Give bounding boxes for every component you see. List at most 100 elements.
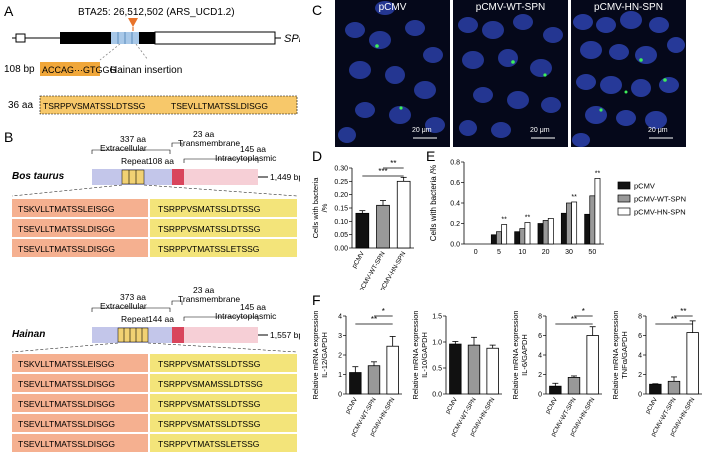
y-tick-label: 0.15: [334, 206, 348, 213]
hn-row-3-b: TSRPPVSMATSSLDTSSG: [158, 399, 260, 409]
bar: [349, 372, 362, 395]
y-tick-label: 0.20: [334, 192, 348, 199]
bos-row-1-a: TSKVLLTMATSSLEISGG: [18, 204, 115, 214]
peptide-1: TSRPPVSMATSSLDTSSG: [43, 101, 145, 111]
insert-sequence: ACCAG···GTGGG: [42, 65, 117, 75]
intra-aa: 145 aa: [240, 144, 266, 154]
panel-label-e: E: [426, 148, 436, 164]
intra-label: Intracytoplasmic: [215, 153, 277, 163]
bar: [449, 343, 462, 395]
intra-aa: 145 aa: [240, 302, 266, 312]
hn-row-4-b: TSRPPVSMATSSLDTSSG: [158, 419, 260, 429]
y-tick-label: 0.0: [432, 392, 442, 399]
y-tick-label: 4: [538, 353, 542, 360]
bar: [586, 335, 599, 395]
micrograph-wt: [453, 0, 568, 147]
exon-1: [15, 33, 26, 43]
peptide-2: TSEVLLTMATSSLDISGG: [171, 101, 268, 111]
y-tick-label: 1.0: [432, 340, 442, 347]
scale-bar-2: 20 μm: [530, 127, 550, 134]
sig-label: **: [595, 170, 601, 177]
y-tick-label: 1: [338, 372, 342, 379]
bar: [376, 204, 390, 249]
y-tick-label: 0.5: [432, 366, 442, 373]
y-tick-label: 0.6: [450, 180, 460, 187]
hn-row-2-b: TSRPPVSMAMSSLDTSSG: [158, 379, 263, 389]
y-tick-label: 0.25: [334, 179, 348, 186]
micrograph-title-1: pCMV: [378, 2, 407, 13]
chart-f4: Relative mRNA expression TNFα/GAPDH 0 2 4 6 8 p…: [611, 307, 702, 438]
sig-label: **: [571, 315, 577, 324]
y-axis-label: Relative mRNA expression: [411, 310, 420, 399]
seq-length: 1,557 bp: [270, 330, 300, 340]
micrograph-title-3: pCMV-HN-SPN: [594, 2, 663, 13]
bar: [486, 347, 499, 395]
sig-label: **: [525, 214, 531, 221]
bar: [542, 220, 549, 245]
bar: [490, 234, 497, 245]
y-axis-label: TNFα/GAPDH: [620, 331, 629, 379]
y-axis-label: Cells with bacteria /%: [429, 165, 438, 241]
hn-row-3-a: TSEVLLTMATSSLDISGG: [18, 399, 115, 409]
species-name: Bos taurus: [12, 171, 65, 182]
bos-repeat-table: TSKVLLTMATSSLEISGG TSRPPVSMATSSLDTSSG TS…: [12, 199, 297, 257]
y-tick-label: 0: [338, 392, 342, 399]
y-axis-label: Relative mRNA expression: [611, 310, 620, 399]
y-axis-label: Relative mRNA expression: [311, 310, 320, 399]
y-axis-label: Relative mRNA expression: [511, 310, 520, 399]
panel-label-d: D: [312, 148, 323, 164]
y-tick-label: 2: [638, 372, 642, 379]
panel-label-a: A: [4, 3, 14, 19]
locus-label: BTA25: 26,512,502 (ARS_UCD1.2): [78, 7, 235, 18]
x-tick-label: 50: [588, 249, 596, 256]
insert-label: Hainan insertion: [110, 65, 182, 76]
chart-f1: Relative mRNA expression IL-12/GAPDH 0 1 2 3 4…: [311, 307, 402, 438]
bar: [524, 222, 531, 245]
y-tick-label: 0.2: [450, 221, 460, 228]
bos-schematic: 337 aa Extracellular 23 aa Transmembrane…: [11, 129, 300, 197]
hn-row-1-b: TSRPPVSMATSSLDTSSG: [158, 359, 260, 369]
y-tick-label: 4: [638, 353, 642, 360]
y-tick-label: 8: [538, 314, 542, 321]
sig-label: **: [571, 194, 577, 201]
tm-aa: 23 aa: [193, 129, 215, 139]
hainan-schematic: 373 aa Extracellular 23 aa Transmembrane…: [11, 285, 300, 353]
hainan-repeat-table: TSKVLLTMATSSLEISGG TSRPPVSMATSSLDTSSG TS…: [12, 354, 297, 452]
bos-row-3-a: TSEVLLTMATSSLDISGG: [18, 244, 115, 254]
extracellular-aa: 373 aa: [120, 292, 146, 302]
y-tick-label: 4: [338, 314, 342, 321]
insert-bp: 108 bp: [4, 64, 35, 75]
y-axis-label: IL-6/GAPDH: [520, 334, 529, 376]
repeat-aa: 144 aa: [148, 314, 174, 324]
bar: [571, 201, 578, 245]
y-tick-label: 6: [538, 333, 542, 340]
bar: [566, 202, 572, 245]
hn-row-4-a: TSEVLLTMATSSLDISGG: [18, 419, 115, 429]
y-axis-label: IL-10/GAPDH: [420, 332, 429, 378]
hn-row-5-a: TSEVLLTMATSSLDISGG: [18, 439, 115, 449]
x-tick-label: 0: [474, 249, 478, 256]
micrograph-hn: [571, 0, 686, 147]
bar: [386, 345, 399, 395]
legend-label: pCMV: [634, 182, 655, 191]
repeat-label: Repeat: [121, 314, 149, 324]
extracellular-label: Extracellular: [100, 143, 147, 153]
panel-label-f: F: [312, 292, 321, 308]
legend-swatch: [617, 181, 631, 190]
bar: [567, 377, 581, 395]
sig-label: *: [582, 307, 585, 316]
tm-label: Transmembrane: [178, 138, 240, 148]
y-tick-label: 0.05: [334, 232, 348, 239]
y-axis-label: Cells with bacteria: [311, 177, 320, 239]
tm-label: Transmembrane: [178, 294, 240, 304]
exon-2-utr: [154, 31, 276, 45]
species-name: Hainan: [12, 329, 45, 340]
bar: [667, 380, 681, 395]
legend-label: pCMV-WT-SPN: [634, 195, 686, 204]
sig-label: **: [371, 315, 377, 324]
sig-label: ***: [378, 167, 387, 176]
legend-swatch: [617, 194, 631, 203]
extracellular-label: Extracellular: [100, 301, 147, 311]
insert-aa: 36 aa: [8, 100, 33, 111]
sig-label: **: [390, 159, 396, 168]
